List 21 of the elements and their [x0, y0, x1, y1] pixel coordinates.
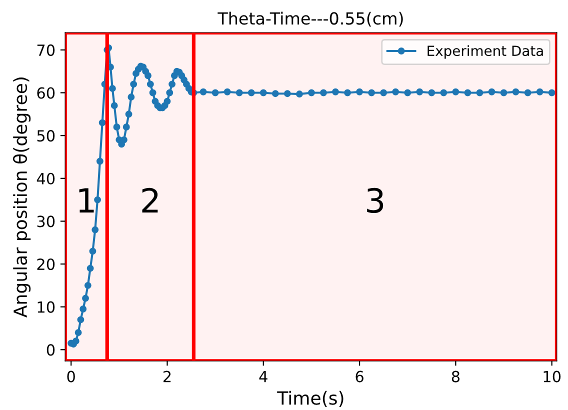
y-tick-label: 60 — [37, 87, 55, 99]
y-tick-label: 10 — [38, 301, 55, 313]
y-tick-label: 50 — [37, 130, 55, 142]
y-axis-title: Angular position θ(degree) — [12, 78, 31, 318]
x-axis-title: Time(s) — [277, 390, 344, 407]
band-label: 3 — [367, 188, 384, 214]
y-tick-label: 0 — [46, 344, 55, 356]
y-tick-label: 40 — [36, 172, 55, 184]
y-tick-label: 20 — [37, 258, 55, 270]
y-tick-label: 30 — [37, 216, 55, 228]
x-tick-label: 0 — [67, 370, 75, 382]
x-tick-label: 6 — [356, 370, 364, 382]
chart-title: Theta-Time---0.55(cm) — [218, 12, 403, 27]
x-tick-label: 4 — [259, 370, 268, 382]
x-tick-label: 10 — [544, 370, 561, 382]
band-label: 1 — [79, 188, 94, 213]
x-tick-label: 2 — [163, 370, 171, 382]
legend-label: Experiment Data — [428, 45, 543, 59]
y-tick-label: 70 — [37, 44, 55, 56]
x-tick-label: 8 — [452, 370, 460, 382]
band-label: 2 — [142, 188, 158, 213]
